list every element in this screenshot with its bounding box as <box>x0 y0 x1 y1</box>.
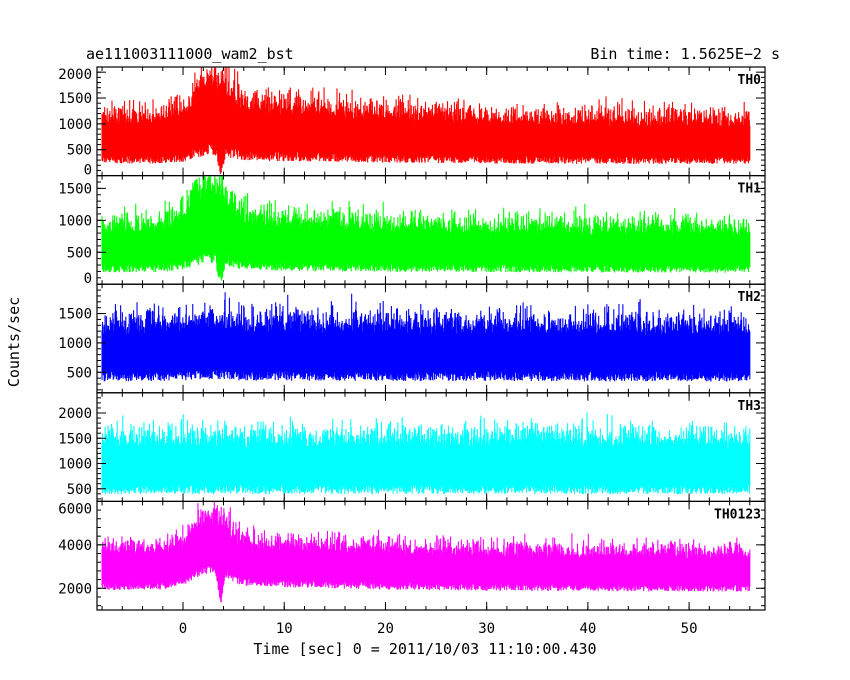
panel-label: TH3 <box>738 399 761 414</box>
x-axis-ticks: 0 10 20 30 40 50 <box>179 621 698 637</box>
series-th0 <box>101 67 751 174</box>
y-tick-label: 500 <box>67 245 92 261</box>
panel-th0: 0 500 1000 1500 2000 TH0 <box>58 66 766 179</box>
panel-th3: 500 1000 1500 2000 TH3 <box>58 392 766 502</box>
bin-time-label: Bin time: 1.5625E−2 s <box>590 45 780 63</box>
y-tick-label: 1500 <box>58 91 92 107</box>
x-tick-label: 40 <box>579 621 596 637</box>
series-th2 <box>101 292 751 382</box>
panel-frame <box>96 500 766 611</box>
y-tick-label: 0 <box>84 271 92 287</box>
y-tick-label: 6000 <box>58 501 92 517</box>
y-tick-label: 2000 <box>58 581 92 597</box>
y-tick-label: 1500 <box>58 181 92 197</box>
y-tick-label: 0 <box>84 163 92 179</box>
series-th1 <box>101 175 751 281</box>
x-axis-label: Time [sec] 0 = 2011/10/03 11:10:00.430 <box>253 640 596 658</box>
y-tick-label: 1500 <box>58 307 92 323</box>
panel-label: TH2 <box>738 290 761 305</box>
series-th3 <box>101 412 751 495</box>
panel-th1: 0 500 1000 1500 TH1 <box>58 175 766 287</box>
y-tick-label: 1000 <box>58 457 92 473</box>
x-tick-label: 30 <box>478 621 495 637</box>
y-tick-label: 1000 <box>58 336 92 352</box>
y-tick-label: 500 <box>67 482 92 498</box>
x-tick-label: 0 <box>179 621 187 637</box>
y-tick-label: 4000 <box>58 538 92 554</box>
y-tick-label: 2000 <box>58 67 92 83</box>
y-tick-label: 1500 <box>58 431 92 447</box>
y-tick-label: 1000 <box>58 213 92 229</box>
series-th0123 <box>101 501 751 603</box>
panels-group: 0 500 1000 1500 2000 TH0 0 500 1000 1500 TH1 500 100… <box>58 66 766 611</box>
panel-th2: 500 1000 1500 TH2 <box>58 283 766 394</box>
panel-label: TH0 <box>738 73 762 88</box>
y-tick-label: 2000 <box>58 406 92 422</box>
x-tick-label: 20 <box>377 621 394 637</box>
x-tick-label: 50 <box>681 621 698 637</box>
y-tick-label: 500 <box>67 143 92 159</box>
panel-th0123: 2000 4000 6000 TH0123 <box>58 500 766 611</box>
y-axis-label: Counts/sec <box>5 297 23 387</box>
x-tick-label: 10 <box>276 621 293 637</box>
y-tick-label: 1000 <box>58 117 92 133</box>
observation-id-title: ae111003111000_wam2_bst <box>86 45 294 63</box>
panel-label: TH0123 <box>714 507 761 522</box>
panel-label: TH1 <box>738 182 762 197</box>
y-tick-label: 500 <box>67 365 92 381</box>
